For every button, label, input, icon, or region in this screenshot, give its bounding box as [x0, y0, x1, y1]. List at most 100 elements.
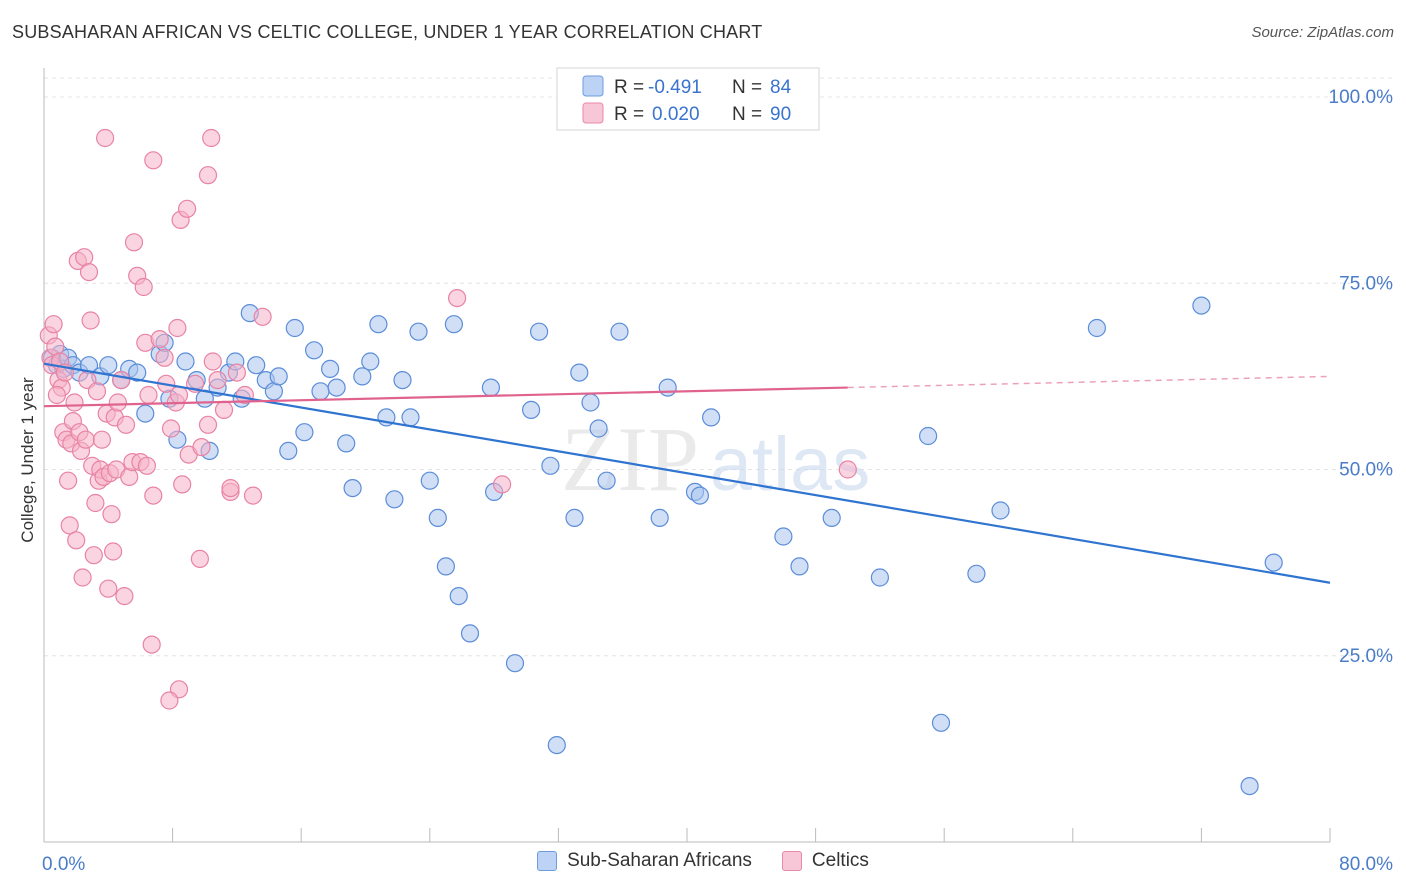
y-tick-label: 50.0%: [1339, 460, 1393, 481]
point-sub-saharan: [581, 393, 600, 412]
point-celtics: [227, 363, 246, 382]
point-sub-saharan: [541, 456, 560, 475]
gridlines: [44, 77, 1392, 657]
point-celtics: [192, 438, 211, 457]
point-celtics: [47, 385, 67, 405]
chart-source: Source: ZipAtlas.com: [1251, 24, 1394, 41]
point-celtics: [108, 393, 128, 412]
point-celtics: [139, 385, 158, 405]
legend-r-value-pink: 0.020: [652, 104, 700, 125]
point-sub-saharan: [393, 371, 412, 390]
point-celtics: [95, 128, 115, 148]
point-celtics: [198, 415, 218, 434]
point-celtics: [144, 151, 163, 170]
point-celtics: [86, 493, 105, 513]
point-sub-saharan: [449, 586, 468, 606]
trend-lines: [43, 362, 1331, 584]
point-sub-saharan: [790, 557, 809, 576]
point-sub-saharan: [128, 363, 147, 382]
point-celtics: [76, 430, 95, 449]
point-celtics: [120, 467, 139, 486]
point-celtics: [243, 486, 263, 505]
point-sub-saharan: [136, 404, 155, 423]
point-celtics: [84, 546, 103, 565]
point-celtics: [214, 400, 234, 419]
point-celtics: [198, 166, 218, 185]
point-sub-saharan: [337, 434, 356, 453]
point-celtics: [208, 371, 227, 390]
point-sub-saharan: [385, 490, 404, 509]
tick-labels: 100.0% 75.0% 50.0% 25.0% 0.0% 80.0%: [42, 87, 1393, 875]
point-celtics: [65, 393, 84, 412]
point-sub-saharan: [285, 318, 304, 338]
point-sub-saharan: [1192, 296, 1211, 315]
point-celtics: [161, 419, 181, 438]
point-sub-saharan: [1240, 776, 1259, 796]
trend-line-celtics-extension: [847, 375, 1331, 389]
point-sub-saharan: [589, 419, 608, 438]
point-sub-saharan: [658, 378, 677, 397]
point-celtics: [79, 263, 99, 282]
legend-n-label-blue: N =: [732, 77, 762, 98]
point-celtics: [73, 568, 92, 587]
point-sub-saharan: [505, 654, 525, 673]
point-celtics: [150, 330, 169, 349]
point-sub-saharan: [343, 479, 362, 498]
legend-item-sub-saharan: Sub-Saharan Africans: [537, 850, 752, 872]
point-celtics: [87, 382, 107, 401]
point-sub-saharan: [409, 322, 428, 341]
y-tick-label: 75.0%: [1339, 273, 1393, 294]
point-celtics: [253, 307, 272, 326]
legend-n-value-pink: 90: [770, 104, 791, 125]
point-celtics: [92, 430, 112, 449]
point-celtics: [169, 385, 189, 405]
point-celtics: [102, 505, 121, 524]
point-sub-saharan: [529, 322, 549, 341]
point-sub-saharan: [295, 423, 314, 442]
point-celtics: [155, 348, 174, 367]
legend-r-label-pink: R =: [614, 104, 644, 125]
point-celtics: [134, 277, 153, 297]
watermark-zip: ZIP: [561, 408, 699, 510]
point-celtics: [142, 635, 161, 654]
series-celtics: [39, 128, 857, 710]
chart-title: SUBSAHARAN AFRICAN VS CELTIC COLLEGE, UN…: [12, 22, 763, 42]
point-celtics: [448, 289, 467, 308]
point-sub-saharan: [967, 564, 986, 583]
point-sub-saharan: [521, 400, 541, 419]
axes: [43, 68, 1331, 843]
point-sub-saharan: [436, 557, 455, 576]
legend-swatch-pink: [582, 102, 604, 124]
x-tick-label: 0.0%: [42, 854, 85, 875]
point-sub-saharan: [353, 367, 372, 386]
point-sub-saharan: [369, 315, 388, 334]
point-sub-saharan: [481, 378, 500, 397]
point-sub-saharan: [870, 568, 890, 587]
point-celtics: [160, 691, 179, 710]
point-sub-saharan: [991, 501, 1010, 520]
point-celtics: [116, 415, 136, 434]
point-celtics: [178, 199, 197, 218]
point-celtics: [221, 479, 240, 498]
series-sub-saharan-africans: [42, 296, 1283, 796]
point-celtics: [144, 486, 163, 505]
point-sub-saharan: [565, 508, 584, 528]
point-celtics: [202, 128, 221, 148]
point-sub-saharan: [1087, 318, 1107, 338]
legend-n-value-blue: 84: [770, 77, 792, 98]
point-sub-saharan: [774, 527, 793, 546]
point-sub-saharan: [401, 408, 420, 427]
point-celtics: [838, 460, 857, 479]
y-tick-label: 100.0%: [1329, 87, 1394, 108]
point-sub-saharan: [597, 471, 616, 490]
legend-swatch-celtics: [781, 851, 802, 871]
point-celtics: [112, 371, 131, 390]
point-sub-saharan: [361, 352, 380, 371]
trend-line-sub-saharan: [43, 362, 1331, 584]
point-sub-saharan: [1264, 553, 1283, 572]
point-sub-saharan: [570, 363, 589, 382]
trend-line-celtics: [43, 386, 848, 408]
point-sub-saharan: [650, 508, 669, 528]
point-sub-saharan: [701, 408, 721, 427]
